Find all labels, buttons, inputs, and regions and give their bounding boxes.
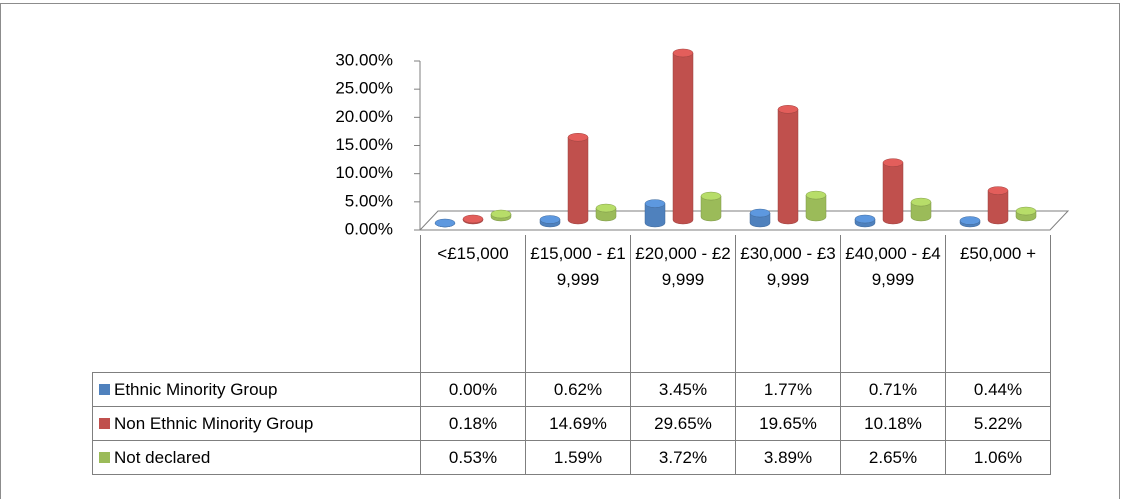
bar <box>1015 206 1037 222</box>
bar <box>700 191 722 222</box>
bar <box>644 199 666 228</box>
bar <box>882 158 904 225</box>
data-label: 2.65% <box>840 440 946 475</box>
data-label: 29.65% <box>630 406 736 441</box>
bar <box>910 197 932 222</box>
bar-top <box>644 199 666 208</box>
bar-top <box>910 197 932 207</box>
category-label: £40,000 - £49,999 <box>840 235 946 373</box>
bar-top <box>434 218 456 228</box>
bar-top <box>959 216 981 225</box>
bar-top <box>672 48 694 58</box>
data-label: 3.89% <box>735 440 841 475</box>
data-label: 3.45% <box>630 372 736 407</box>
bar-top <box>987 186 1009 195</box>
bar-top <box>749 208 771 218</box>
bar-top <box>462 214 484 224</box>
bar <box>434 218 456 228</box>
bar <box>777 105 799 225</box>
bar <box>462 214 484 225</box>
legend-entry: Non Ethnic Minority Group <box>92 406 421 441</box>
data-label: 19.65% <box>735 406 841 441</box>
bar-top <box>595 203 617 213</box>
bar-body <box>987 190 1009 225</box>
data-label: 0.18% <box>420 406 526 441</box>
data-label: 1.06% <box>945 440 1051 475</box>
category-label: £50,000 + <box>945 235 1051 373</box>
bar-body <box>882 162 904 225</box>
bar-top <box>854 214 876 224</box>
bar-body <box>672 52 694 225</box>
bar <box>959 216 981 228</box>
bar-body <box>777 109 799 225</box>
data-label: 0.62% <box>525 372 631 407</box>
bar-top <box>567 132 589 142</box>
y-tick-label: 20.00% <box>335 107 393 126</box>
bar <box>749 208 771 228</box>
bar <box>595 203 617 222</box>
data-label: 14.69% <box>525 406 631 441</box>
bar-top <box>777 105 799 114</box>
legend-key <box>99 418 110 429</box>
data-label: 0.00% <box>420 372 526 407</box>
legend-label: Not declared <box>114 447 211 467</box>
bar-top <box>700 191 722 201</box>
data-label: 0.44% <box>945 372 1051 407</box>
bar <box>539 215 561 228</box>
bar <box>672 48 694 225</box>
y-tick-label: 15.00% <box>335 135 393 154</box>
category-label: £20,000 - £29,999 <box>630 235 736 373</box>
bar-top <box>805 190 827 200</box>
data-label: 1.59% <box>525 440 631 475</box>
data-label: 5.22% <box>945 406 1051 441</box>
data-label: 0.71% <box>840 372 946 407</box>
bar-top <box>1015 206 1037 216</box>
legend-key <box>99 384 110 395</box>
y-tick-label: 30.00% <box>335 50 393 69</box>
chart-frame <box>0 3 1120 499</box>
y-tick-label: 0.00% <box>345 219 393 238</box>
legend-label: Non Ethnic Minority Group <box>114 413 314 433</box>
data-label: 1.77% <box>735 372 841 407</box>
data-label: 0.53% <box>420 440 526 475</box>
bar <box>490 209 512 222</box>
legend-entry: Not declared <box>92 440 421 475</box>
data-label: 10.18% <box>840 406 946 441</box>
y-tick-label: 10.00% <box>335 163 393 182</box>
bar-top <box>539 215 561 224</box>
category-label: £30,000 - £39,999 <box>735 235 841 373</box>
bar <box>805 190 827 222</box>
bar <box>854 214 876 228</box>
bar <box>987 186 1009 225</box>
legend-key <box>99 452 110 463</box>
category-label: £15,000 - £19,999 <box>525 235 631 373</box>
bar-top <box>882 158 904 167</box>
legend-label: Ethnic Minority Group <box>114 379 278 399</box>
bar-top <box>490 209 512 219</box>
bar-body <box>567 137 589 225</box>
y-tick-label: 25.00% <box>335 79 393 98</box>
category-label: <£15,000 <box>420 235 526 373</box>
data-label: 3.72% <box>630 440 736 475</box>
legend-entry: Ethnic Minority Group <box>92 372 421 407</box>
bar <box>567 132 589 225</box>
y-tick-label: 5.00% <box>345 191 393 210</box>
